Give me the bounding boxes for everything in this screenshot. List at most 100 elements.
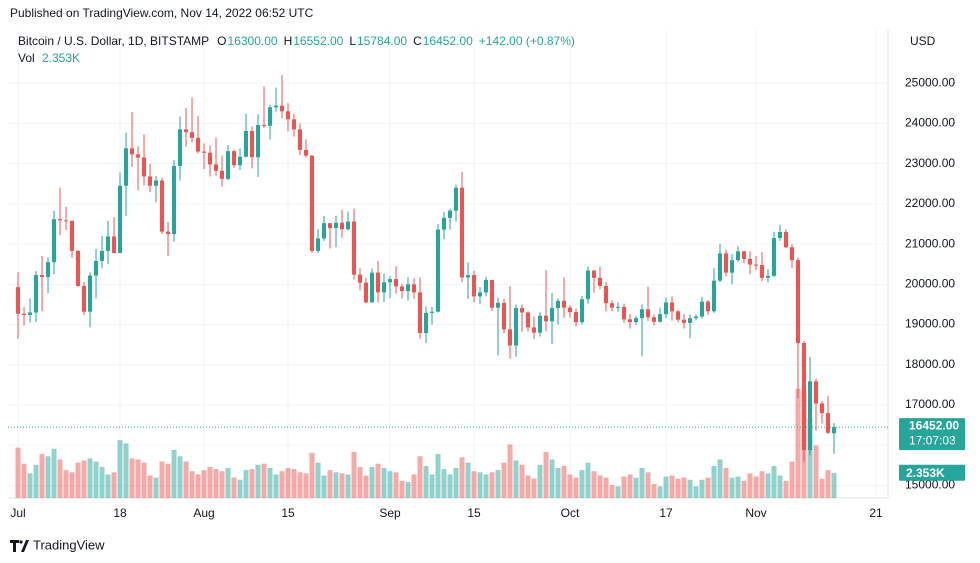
volume-bar bbox=[789, 461, 795, 498]
volume-bar bbox=[51, 448, 57, 498]
candle-body bbox=[352, 221, 357, 275]
candle-body bbox=[790, 247, 795, 261]
x-tick-label: 17 bbox=[659, 506, 673, 520]
candle-body bbox=[184, 129, 189, 133]
candle-body bbox=[226, 151, 231, 179]
volume-bar bbox=[33, 464, 39, 498]
grid bbox=[8, 30, 888, 498]
candle-body bbox=[46, 262, 51, 278]
volume-bar bbox=[429, 474, 435, 498]
candle-body bbox=[658, 314, 663, 322]
volume-bar bbox=[825, 470, 831, 498]
candle-body bbox=[322, 223, 327, 239]
candle-body bbox=[532, 327, 537, 333]
legend-key: C bbox=[413, 34, 422, 48]
candles bbox=[16, 75, 837, 462]
candle-body bbox=[172, 166, 177, 235]
candle-body bbox=[160, 180, 165, 232]
candle-body bbox=[412, 284, 417, 293]
volume-bar bbox=[261, 463, 267, 498]
candle-body bbox=[562, 300, 567, 308]
candle-body bbox=[166, 231, 171, 235]
volume-bar bbox=[465, 462, 471, 498]
volume-bar bbox=[129, 458, 135, 498]
volume-bar bbox=[615, 486, 621, 498]
candle-body bbox=[490, 279, 495, 308]
volume-bar bbox=[183, 461, 189, 498]
candle-body bbox=[538, 315, 543, 333]
last-volume-label: 2.353K bbox=[906, 466, 945, 480]
volume-bar bbox=[21, 463, 27, 498]
candle-body bbox=[688, 318, 693, 323]
footer-brand: TradingView bbox=[33, 537, 105, 552]
candle-body bbox=[832, 427, 837, 434]
candle-body bbox=[814, 381, 819, 404]
candle-body bbox=[712, 280, 717, 312]
volume-bar bbox=[525, 475, 531, 498]
candle-body bbox=[28, 312, 33, 315]
volume-bar bbox=[741, 480, 747, 498]
volume-bar bbox=[645, 472, 651, 498]
candle-body bbox=[484, 279, 489, 293]
volume-bar bbox=[321, 475, 327, 498]
candle-body bbox=[94, 260, 99, 276]
legend-value: 16552.00 bbox=[293, 34, 343, 48]
y-tick-label: 20000.00 bbox=[905, 276, 955, 290]
volume-bar bbox=[351, 451, 357, 498]
candle-body bbox=[304, 149, 309, 156]
candle-body bbox=[118, 185, 123, 253]
candle-body bbox=[664, 302, 669, 315]
candle-body bbox=[646, 309, 651, 318]
candle-body bbox=[280, 105, 285, 112]
candle-body bbox=[724, 253, 729, 273]
candle-body bbox=[478, 292, 483, 297]
y-tick-label: 18000.00 bbox=[905, 357, 955, 371]
volume-bar bbox=[135, 459, 141, 498]
candle-body bbox=[676, 311, 681, 320]
logo-icon bbox=[10, 540, 29, 552]
candle-body bbox=[766, 275, 771, 278]
legend-change: +142.00 (+0.87%) bbox=[479, 34, 575, 48]
candle-body bbox=[388, 279, 393, 283]
candle-body bbox=[100, 250, 105, 261]
candle-body bbox=[622, 306, 627, 320]
candle-body bbox=[778, 232, 783, 239]
volume-bar bbox=[531, 478, 537, 498]
volume-bar bbox=[405, 481, 411, 498]
candle-body bbox=[820, 403, 825, 414]
candle-body bbox=[424, 312, 429, 334]
candle-body bbox=[220, 170, 225, 179]
candle-body bbox=[418, 292, 423, 334]
candle-body bbox=[106, 236, 111, 251]
candle-body bbox=[556, 300, 561, 309]
volume-bar bbox=[441, 469, 447, 498]
volume-bar bbox=[225, 468, 231, 498]
y-tick-label: 19000.00 bbox=[905, 317, 955, 331]
volume-bar bbox=[93, 461, 99, 498]
candle-body bbox=[682, 319, 687, 323]
candle-body bbox=[58, 219, 63, 221]
candle-body bbox=[238, 156, 243, 166]
candle-body bbox=[610, 303, 615, 308]
volume-bar bbox=[141, 462, 147, 498]
y-tick-label: 25000.00 bbox=[905, 75, 955, 89]
candle-body bbox=[466, 275, 471, 278]
volume-bar bbox=[399, 480, 405, 498]
volume-bar bbox=[153, 477, 159, 498]
volume-bar bbox=[291, 469, 297, 498]
volume-bar bbox=[213, 469, 219, 498]
legend-key: H bbox=[284, 34, 293, 48]
candle-body bbox=[436, 229, 441, 312]
volume-name: Vol bbox=[18, 51, 35, 65]
volume-bar bbox=[759, 471, 765, 498]
candle-body bbox=[472, 275, 477, 297]
candle-body bbox=[22, 313, 27, 315]
volume-bar bbox=[579, 470, 585, 498]
x-tick-label: Sep bbox=[379, 506, 401, 520]
volume-bar bbox=[423, 465, 429, 498]
volume-bar bbox=[27, 473, 33, 498]
candle-body bbox=[154, 180, 159, 186]
candle-body bbox=[214, 164, 219, 171]
volume-bar bbox=[69, 472, 75, 498]
volume-bar bbox=[495, 470, 501, 498]
